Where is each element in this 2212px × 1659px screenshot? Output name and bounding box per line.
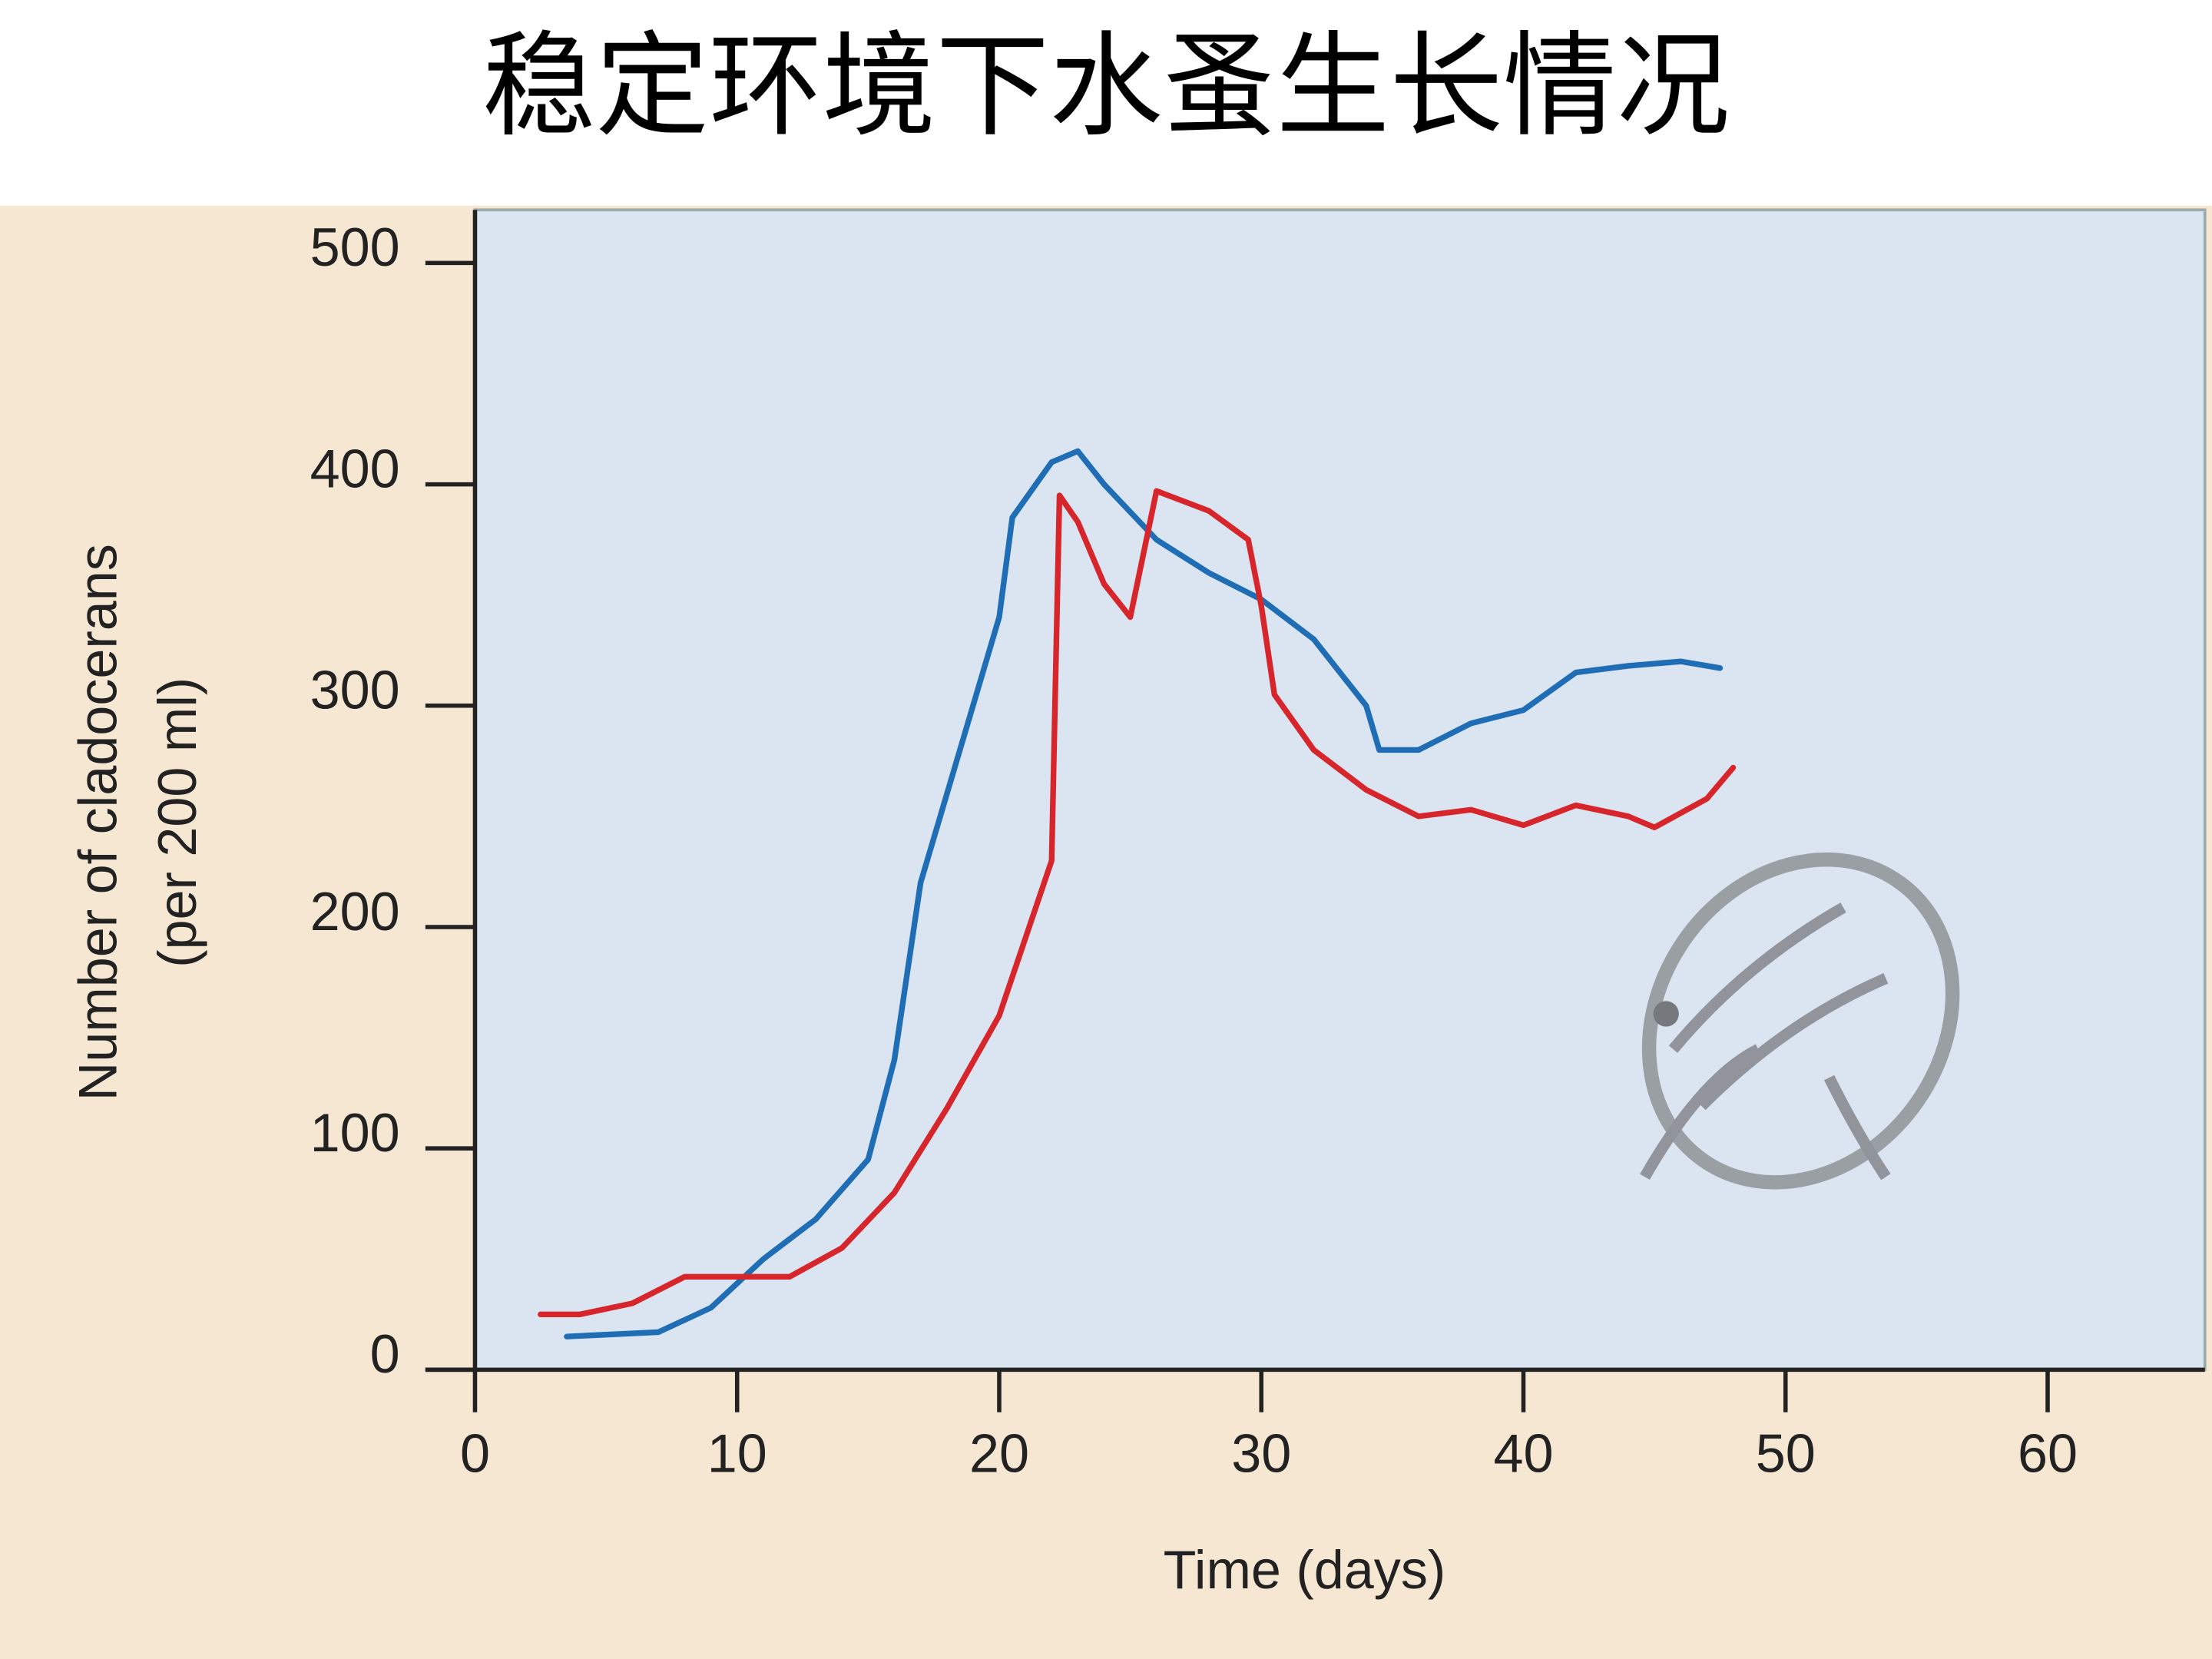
data-line bbox=[538, 488, 1737, 1318]
chart-title: 稳定环境下水蚤生长情况 bbox=[482, 24, 1730, 150]
y-tick-label: 300 bbox=[310, 660, 400, 720]
x-tick-label: 40 bbox=[1493, 1422, 1553, 1483]
y-axis-label: Number of cladocerans bbox=[67, 544, 127, 1101]
x-tick-label: 60 bbox=[2018, 1422, 2078, 1483]
plot-area bbox=[473, 208, 2207, 1372]
x-tick-label: 0 bbox=[460, 1422, 490, 1483]
x-tick-label: 50 bbox=[1756, 1422, 1816, 1483]
y-tick-label: 400 bbox=[310, 438, 400, 498]
y-tick-label: 500 bbox=[310, 217, 400, 277]
x-tick-label: 30 bbox=[1231, 1422, 1291, 1483]
data-line bbox=[564, 448, 1724, 1339]
x-axis-label: Time (days) bbox=[1164, 1539, 1446, 1600]
y-axis-label: (per 200 ml) bbox=[147, 677, 207, 968]
y-tick-label: 200 bbox=[310, 881, 400, 942]
daphnia-illustration bbox=[1640, 852, 1960, 1190]
y-tick-label: 100 bbox=[310, 1102, 400, 1163]
x-tick-label: 20 bbox=[969, 1422, 1029, 1483]
x-tick-label: 10 bbox=[707, 1422, 767, 1483]
y-tick-label: 0 bbox=[370, 1323, 400, 1384]
